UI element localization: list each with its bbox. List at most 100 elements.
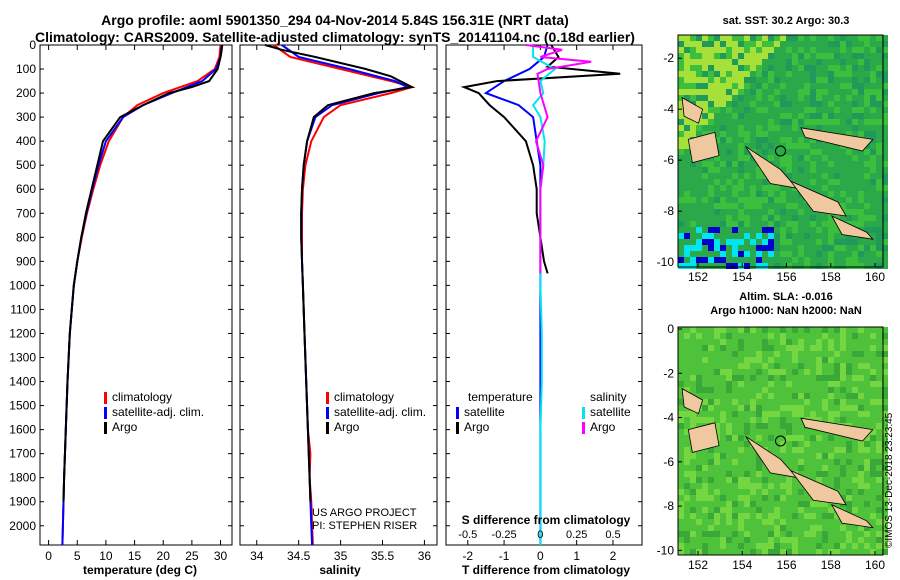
map-cell <box>804 501 810 507</box>
map-cell <box>774 95 780 101</box>
map-cell <box>738 95 744 101</box>
map-cell <box>876 71 882 77</box>
map-cell <box>702 125 708 131</box>
map-cell <box>774 227 780 233</box>
map-cell <box>786 405 792 411</box>
map-cell <box>780 155 786 161</box>
map-cell <box>882 393 888 399</box>
map-cell <box>828 411 834 417</box>
map-cell <box>792 525 798 531</box>
map-cell <box>810 507 816 513</box>
map-cell <box>702 459 708 465</box>
map-cell <box>804 411 810 417</box>
map-cell <box>810 101 816 107</box>
map-cell <box>864 375 870 381</box>
map-cell <box>768 89 774 95</box>
map-cell <box>678 501 684 507</box>
map-cell <box>858 257 864 263</box>
map-cell <box>786 59 792 65</box>
map-cell <box>768 221 774 227</box>
map-cell <box>678 399 684 405</box>
map-cell <box>708 537 714 543</box>
map-cell <box>852 149 858 155</box>
map-cell <box>720 71 726 77</box>
map-cell <box>756 411 762 417</box>
map-cell <box>696 531 702 537</box>
legend-swatch-blue <box>326 406 329 419</box>
map-cell <box>840 363 846 369</box>
map-cell <box>864 327 870 333</box>
map-cell <box>822 351 828 357</box>
map-cell <box>738 507 744 513</box>
map-cell <box>858 197 864 203</box>
map-cell <box>840 393 846 399</box>
map-cell <box>810 239 816 245</box>
map-cell <box>846 471 852 477</box>
map-cell <box>816 239 822 245</box>
map-cell <box>852 77 858 83</box>
map-cell <box>684 59 690 65</box>
map-cell <box>840 333 846 339</box>
map-cell <box>882 459 888 465</box>
map-cell <box>864 167 870 173</box>
map-cell <box>696 477 702 483</box>
map-cell <box>786 101 792 107</box>
map-cell <box>882 35 888 41</box>
map-cell <box>828 333 834 339</box>
map-cell <box>714 453 720 459</box>
map-cell <box>786 399 792 405</box>
map-cell <box>750 543 756 549</box>
map-cell <box>678 209 684 215</box>
map-cell <box>834 245 840 251</box>
map-cell <box>810 59 816 65</box>
map-cell <box>702 381 708 387</box>
map-cell <box>738 143 744 149</box>
map-cell <box>690 95 696 101</box>
map-cell <box>804 351 810 357</box>
map-cell <box>762 423 768 429</box>
map-cell <box>852 447 858 453</box>
map-cell <box>834 89 840 95</box>
map-cell <box>678 167 684 173</box>
map-cell <box>678 35 684 41</box>
map-cell <box>876 227 882 233</box>
map-cell <box>714 519 720 525</box>
map-cell <box>714 387 720 393</box>
land-mass <box>687 422 720 453</box>
map-cell <box>726 453 732 459</box>
map-cell <box>882 47 888 53</box>
map-cell <box>786 71 792 77</box>
map-cell <box>744 513 750 519</box>
map-cell <box>702 411 708 417</box>
map-cell <box>744 77 750 83</box>
map-cell <box>696 513 702 519</box>
series-line-satellite-adj-clim- <box>61 44 223 546</box>
map-cell <box>738 465 744 471</box>
map-cell <box>870 245 876 251</box>
map-cell <box>732 339 738 345</box>
map-cell <box>822 233 828 239</box>
map-cell <box>738 107 744 113</box>
map-cell <box>720 215 726 221</box>
map-cell <box>726 363 732 369</box>
legend-swatch-blue <box>104 406 107 419</box>
map-cell <box>714 543 720 549</box>
map-cell <box>702 221 708 227</box>
map-cell <box>816 263 822 269</box>
map-cell <box>744 95 750 101</box>
map-cell <box>744 507 750 513</box>
map-cell <box>678 471 684 477</box>
map-cell <box>858 417 864 423</box>
map-cell <box>750 209 756 215</box>
map-cell <box>792 131 798 137</box>
map-cell <box>756 495 762 501</box>
map-cell <box>702 501 708 507</box>
map-cell <box>774 543 780 549</box>
map-cell <box>852 179 858 185</box>
map-cell <box>726 393 732 399</box>
map-cell <box>858 47 864 53</box>
map-cell <box>720 537 726 543</box>
map-cell <box>756 477 762 483</box>
map-cell <box>858 339 864 345</box>
map-cell <box>702 203 708 209</box>
